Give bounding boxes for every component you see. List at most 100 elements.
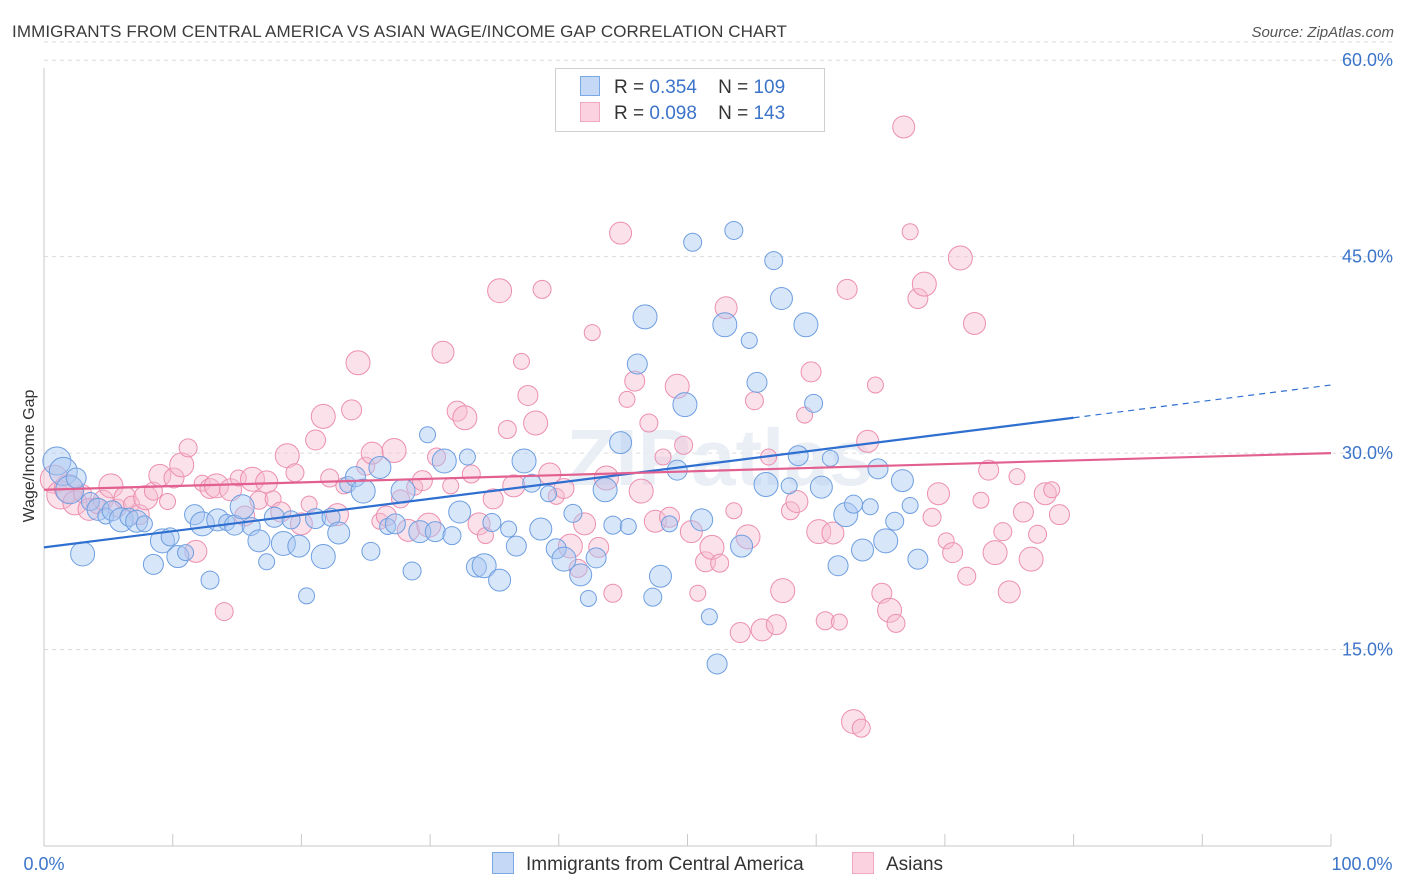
data-point bbox=[947, 245, 973, 271]
data-point bbox=[310, 403, 336, 429]
legend-swatch-pink bbox=[580, 102, 600, 122]
data-point bbox=[851, 538, 875, 562]
data-point bbox=[712, 312, 738, 338]
legend-label: Immigrants from Central America bbox=[526, 854, 804, 875]
data-point bbox=[557, 533, 583, 559]
data-point bbox=[679, 520, 703, 544]
series-asians-points bbox=[39, 115, 1070, 738]
data-point bbox=[540, 485, 558, 503]
x-tick-label-min: 0.0% bbox=[23, 854, 64, 874]
x-tick-label-max: 100.0% bbox=[1331, 854, 1392, 874]
data-point bbox=[873, 528, 899, 554]
legend-n-value: 109 bbox=[753, 77, 786, 98]
data-point bbox=[867, 458, 889, 480]
data-point bbox=[833, 502, 859, 528]
data-point bbox=[411, 470, 433, 492]
data-point bbox=[997, 580, 1021, 604]
data-point bbox=[785, 490, 809, 514]
data-point bbox=[70, 541, 96, 567]
data-point bbox=[142, 553, 164, 575]
data-point bbox=[497, 420, 517, 440]
legend-row-central-america: R = 0.354 N = 109 bbox=[580, 76, 785, 100]
data-point bbox=[424, 521, 446, 543]
data-point bbox=[628, 478, 654, 504]
data-point bbox=[770, 578, 796, 604]
data-point bbox=[159, 493, 177, 511]
data-point bbox=[163, 467, 185, 489]
data-point bbox=[1048, 504, 1070, 526]
data-point bbox=[502, 474, 526, 498]
data-point bbox=[592, 477, 618, 503]
data-point bbox=[287, 534, 311, 558]
gridlines bbox=[44, 41, 1395, 651]
data-point bbox=[764, 251, 784, 271]
legend-item-central-america: Immigrants from Central America bbox=[492, 852, 804, 876]
y-tick-label: 60.0% bbox=[1342, 50, 1393, 70]
data-point bbox=[65, 467, 87, 489]
data-point bbox=[861, 498, 879, 516]
data-point bbox=[724, 220, 744, 240]
data-point bbox=[239, 466, 265, 492]
data-point bbox=[942, 542, 964, 564]
data-point bbox=[957, 566, 977, 586]
data-point bbox=[666, 459, 688, 481]
data-point bbox=[229, 469, 247, 487]
data-point bbox=[200, 570, 220, 590]
data-point bbox=[821, 521, 845, 545]
data-point bbox=[706, 653, 728, 675]
data-point bbox=[603, 583, 623, 603]
data-point bbox=[487, 278, 513, 304]
data-point bbox=[1018, 546, 1044, 572]
data-point bbox=[341, 399, 363, 421]
data-point bbox=[836, 278, 858, 300]
data-point bbox=[1028, 524, 1048, 544]
legend-row-asians: R = 0.098 N = 143 bbox=[580, 102, 785, 126]
data-point bbox=[710, 553, 730, 573]
data-point bbox=[643, 587, 663, 607]
data-point bbox=[189, 511, 215, 537]
legend-n-value: 143 bbox=[753, 103, 786, 124]
data-point bbox=[229, 494, 255, 520]
data-point bbox=[461, 464, 481, 484]
data-point bbox=[381, 437, 407, 463]
data-point bbox=[310, 544, 336, 570]
data-point bbox=[729, 622, 751, 644]
source-label: Source: ZipAtlas.com bbox=[1251, 24, 1394, 41]
data-point bbox=[532, 279, 552, 299]
legend-r-label: R = bbox=[614, 103, 645, 124]
legend-swatch-blue bbox=[580, 76, 600, 96]
data-point bbox=[300, 495, 318, 513]
data-point bbox=[1043, 481, 1061, 499]
data-point bbox=[890, 469, 914, 493]
data-point bbox=[750, 618, 774, 642]
data-point bbox=[922, 507, 942, 527]
trend-line-central-america bbox=[43, 416, 1074, 549]
data-point bbox=[815, 611, 835, 631]
series-central-america-points bbox=[42, 220, 929, 675]
data-point bbox=[877, 597, 903, 623]
data-point bbox=[672, 392, 698, 418]
data-point bbox=[700, 608, 718, 626]
legend-label: Asians bbox=[886, 854, 944, 875]
legend-r-label: R = bbox=[614, 77, 645, 98]
data-point bbox=[345, 350, 371, 376]
data-point bbox=[482, 488, 504, 510]
data-point bbox=[993, 522, 1013, 542]
data-point bbox=[982, 540, 1008, 566]
data-point bbox=[177, 544, 195, 562]
data-point bbox=[674, 435, 694, 455]
data-point bbox=[827, 555, 849, 577]
data-point bbox=[648, 564, 672, 588]
data-point bbox=[856, 429, 880, 453]
data-point bbox=[603, 515, 623, 535]
y-axis-title: Wage/Income Gap bbox=[21, 390, 38, 523]
correlation-legend: R = 0.354 N = 109 R = 0.098 N = 143 bbox=[555, 68, 825, 132]
data-point bbox=[551, 546, 577, 572]
data-point bbox=[654, 448, 672, 466]
data-point bbox=[258, 553, 276, 571]
data-point bbox=[851, 718, 871, 738]
data-point bbox=[408, 520, 432, 544]
y-tick-labels: 15.0% 30.0% 45.0% 60.0% bbox=[1342, 50, 1393, 659]
data-point bbox=[545, 538, 567, 560]
data-point bbox=[978, 459, 1000, 481]
